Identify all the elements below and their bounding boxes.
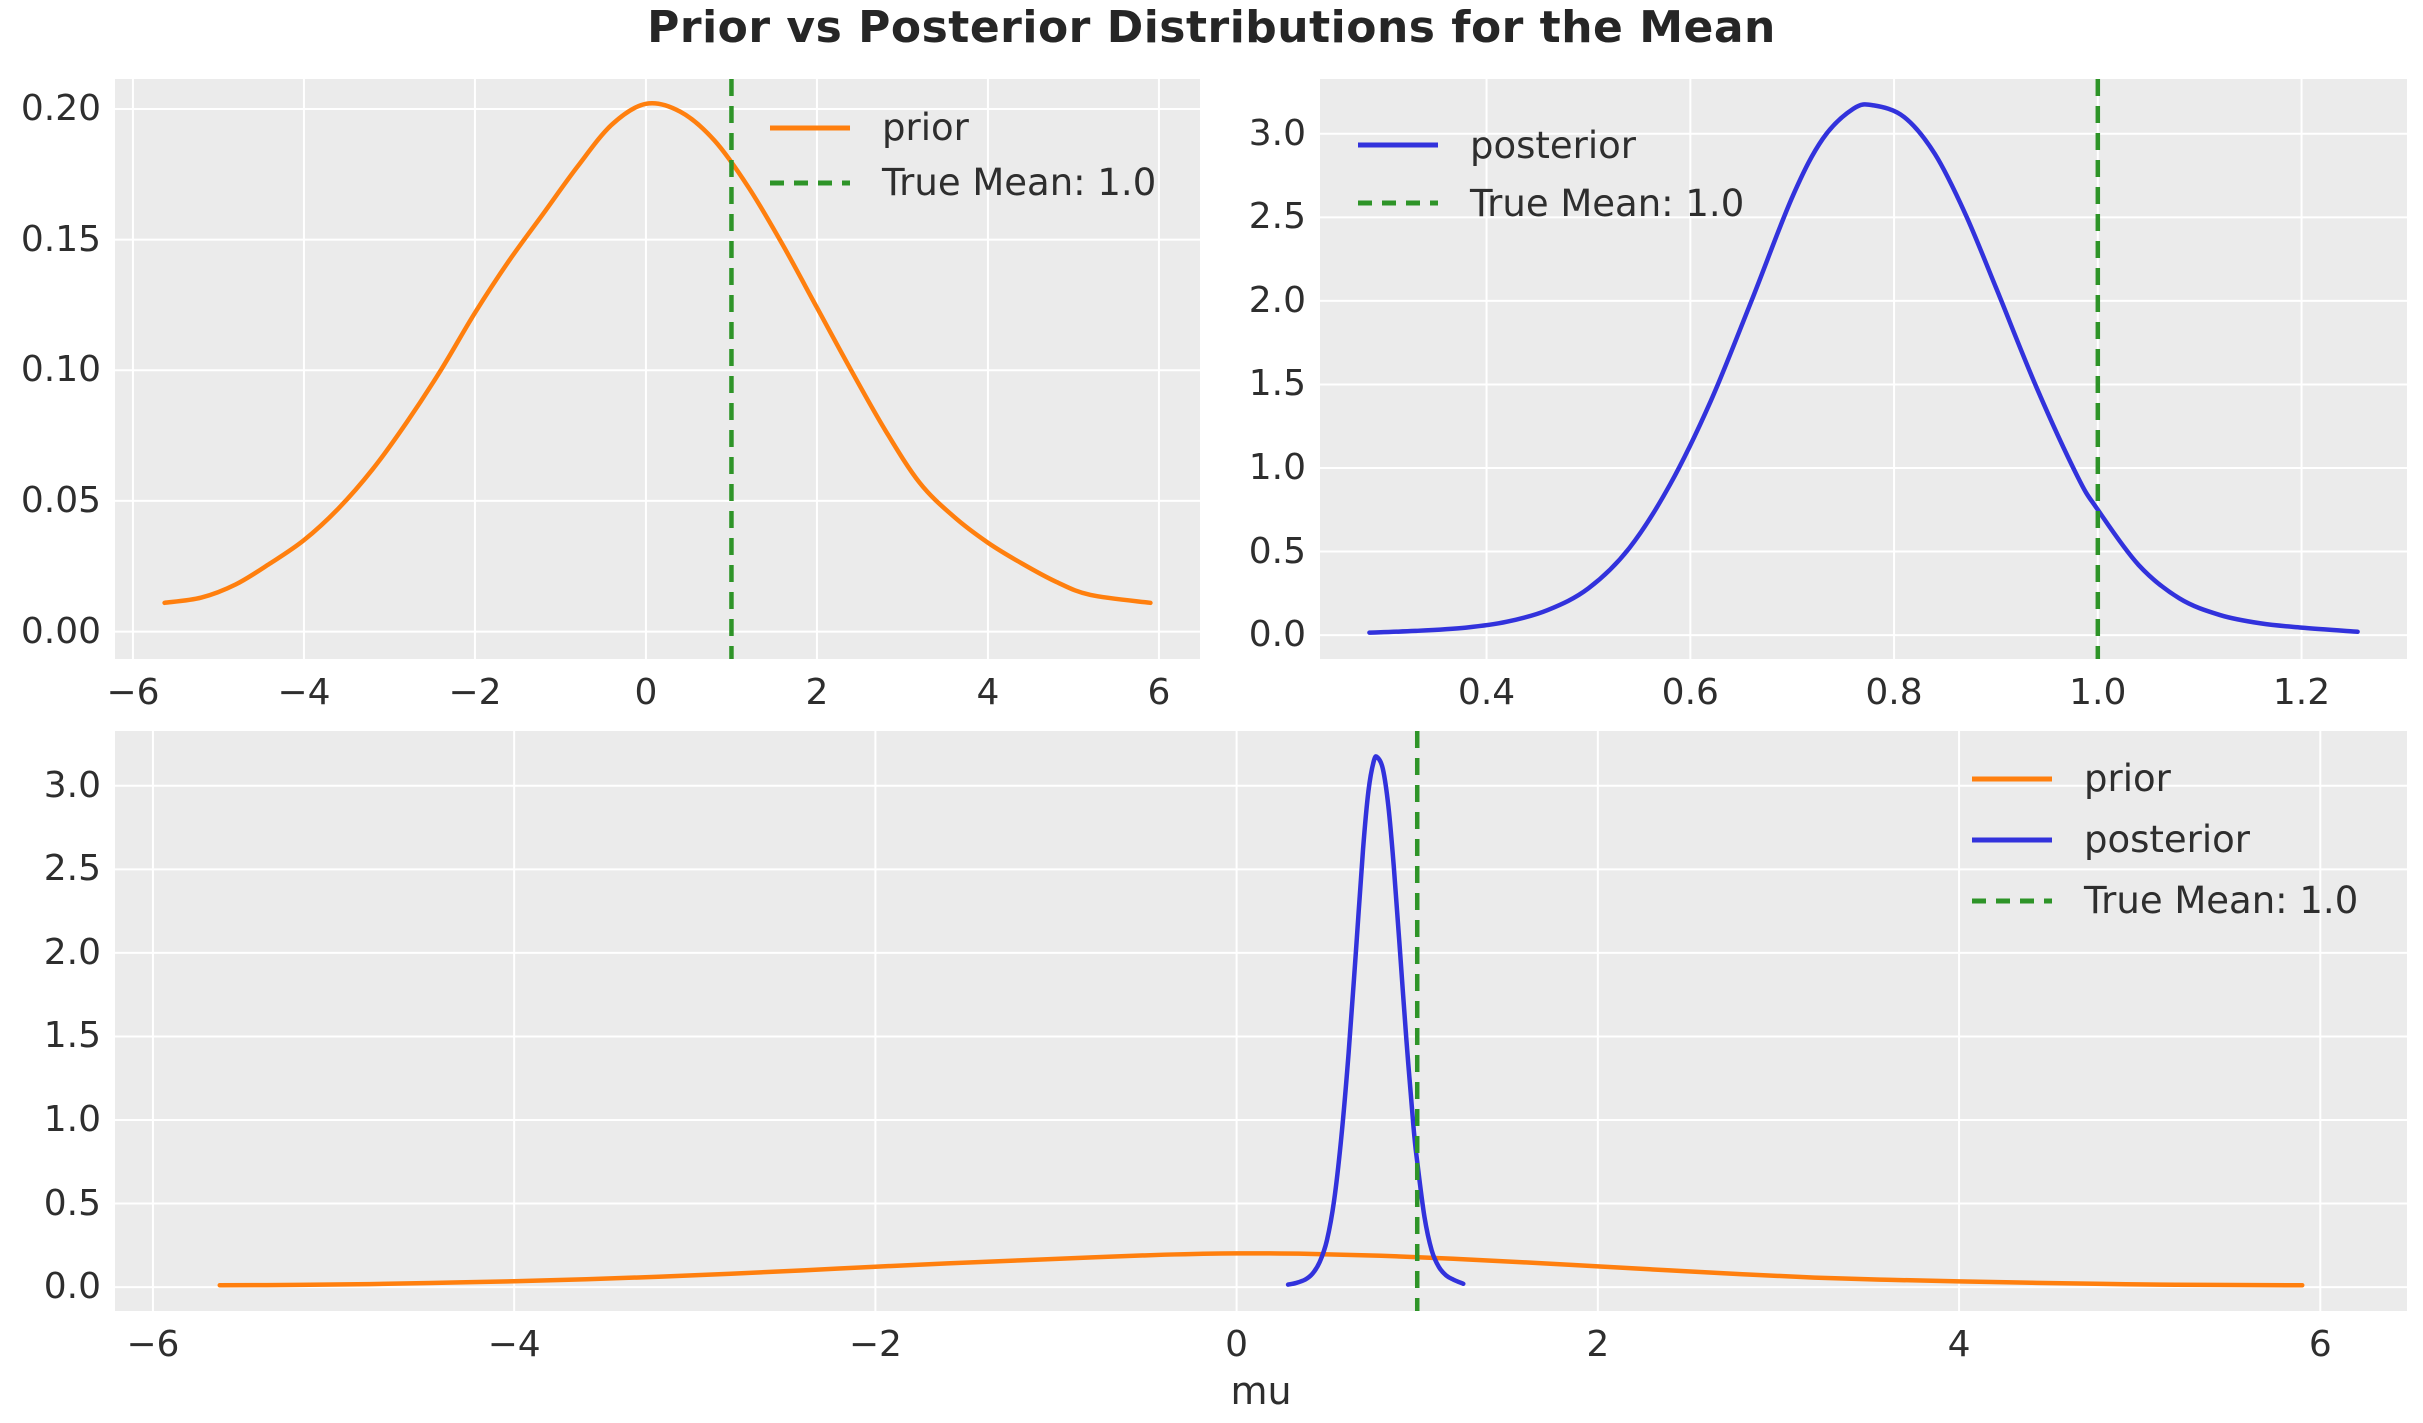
x-tick-label: 4: [1947, 1324, 1971, 1365]
x-tick-label: 4: [976, 672, 1000, 713]
x-tick-label: 2: [805, 672, 829, 713]
legend-swatch-posterior: [1358, 142, 1438, 148]
legend-top-right: posterior True Mean: 1.0: [1356, 116, 1744, 232]
prior-curve: [217, 1251, 2305, 1288]
x-tick-label: −6: [106, 672, 160, 713]
y-tick-label: 2.0: [43, 931, 101, 973]
y-tick-label: 0.0: [43, 1266, 101, 1308]
y-tick-label: 0.10: [20, 349, 101, 391]
prior-curve: [162, 101, 1153, 606]
y-tick-label: 1.0: [43, 1099, 101, 1140]
axes-top-left: [115, 79, 1200, 659]
plot-svg-bottom: [115, 731, 2407, 1311]
legend-item-true_mean: True Mean: 1.0: [768, 155, 1156, 210]
x-tick-label: 6: [1147, 672, 1171, 713]
x-tick-label: −2: [448, 672, 502, 713]
y-tick-label: 3.0: [43, 764, 101, 806]
legend-swatch-prior: [1972, 776, 2052, 781]
legend-item-prior: prior: [1970, 748, 2358, 809]
x-tick-label: 0.8: [1865, 672, 1923, 713]
legend-swatch-true_mean: [1358, 200, 1438, 206]
legend-label-true_mean: True Mean: 1.0: [882, 161, 1157, 204]
legend-label-posterior: posterior: [1470, 123, 1637, 167]
posterior-curve: [1285, 754, 1466, 1287]
x-tick-label: 6: [2308, 1324, 2332, 1365]
x-tick-label: 0: [634, 672, 658, 713]
x-tick-label: 1.2: [2272, 672, 2331, 713]
legend-item-posterior: posterior: [1356, 116, 1744, 174]
plot-svg-top-left: [115, 79, 1200, 659]
legend-bottom: prior posterior True Mean: 1.0: [1970, 748, 2358, 931]
legend-label-prior: prior: [882, 106, 969, 149]
y-tick-label: 0.20: [20, 88, 101, 130]
legend-label-true_mean: True Mean: 1.0: [2084, 879, 2359, 922]
y-tick-label: 2.5: [1248, 196, 1306, 238]
y-tick-label: 0.15: [20, 218, 101, 260]
legend-swatch-posterior: [1972, 837, 2052, 842]
y-tick-label: 0.5: [1248, 530, 1306, 572]
x-tick-label: 0: [1225, 1324, 1249, 1365]
x-tick-label: 0.4: [1457, 672, 1516, 713]
x-tick-label: 1.0: [2069, 672, 2127, 713]
figure-title: Prior vs Posterior Distributions for the…: [647, 2, 1776, 53]
legend-item-true_mean: True Mean: 1.0: [1970, 870, 2358, 931]
legend-swatch-true_mean: [770, 180, 850, 185]
legend-item-posterior: posterior: [1970, 809, 2358, 870]
x-tick-label: −4: [487, 1324, 541, 1365]
legend-swatch-prior: [770, 125, 850, 130]
y-tick-label: 3.0: [1248, 112, 1306, 154]
x-tick-label: −2: [848, 1324, 902, 1365]
axes-top-right: [1320, 79, 2407, 659]
legend-top-left: prior True Mean: 1.0: [768, 100, 1156, 210]
x-tick-label: −6: [126, 1324, 180, 1365]
y-tick-label: 0.00: [20, 610, 101, 652]
plot-svg-top-right: [1320, 79, 2407, 659]
legend-label-true_mean: True Mean: 1.0: [1470, 181, 1745, 225]
x-axis-label: mu: [1230, 1369, 1292, 1413]
x-tick-label: 2: [1586, 1324, 1610, 1365]
legend-label-posterior: posterior: [2084, 818, 2251, 861]
legend-swatch-true_mean: [1972, 898, 2052, 903]
axes-bottom: [115, 731, 2407, 1311]
y-tick-label: 1.5: [43, 1015, 101, 1057]
y-tick-label: 2.0: [1248, 279, 1306, 321]
y-tick-label: 0.5: [43, 1182, 101, 1224]
y-tick-label: 2.5: [43, 848, 101, 890]
y-tick-label: 0.0: [1248, 614, 1306, 656]
legend-item-prior: prior: [768, 100, 1156, 155]
x-tick-label: 0.6: [1661, 672, 1719, 713]
y-tick-label: 1.0: [1248, 447, 1306, 488]
x-tick-label: −4: [277, 672, 331, 713]
y-tick-label: 0.05: [20, 479, 101, 521]
posterior-curve: [1367, 102, 2360, 635]
y-tick-label: 1.5: [1248, 363, 1306, 405]
legend-label-prior: prior: [2084, 757, 2171, 800]
legend-item-true_mean: True Mean: 1.0: [1356, 174, 1744, 232]
